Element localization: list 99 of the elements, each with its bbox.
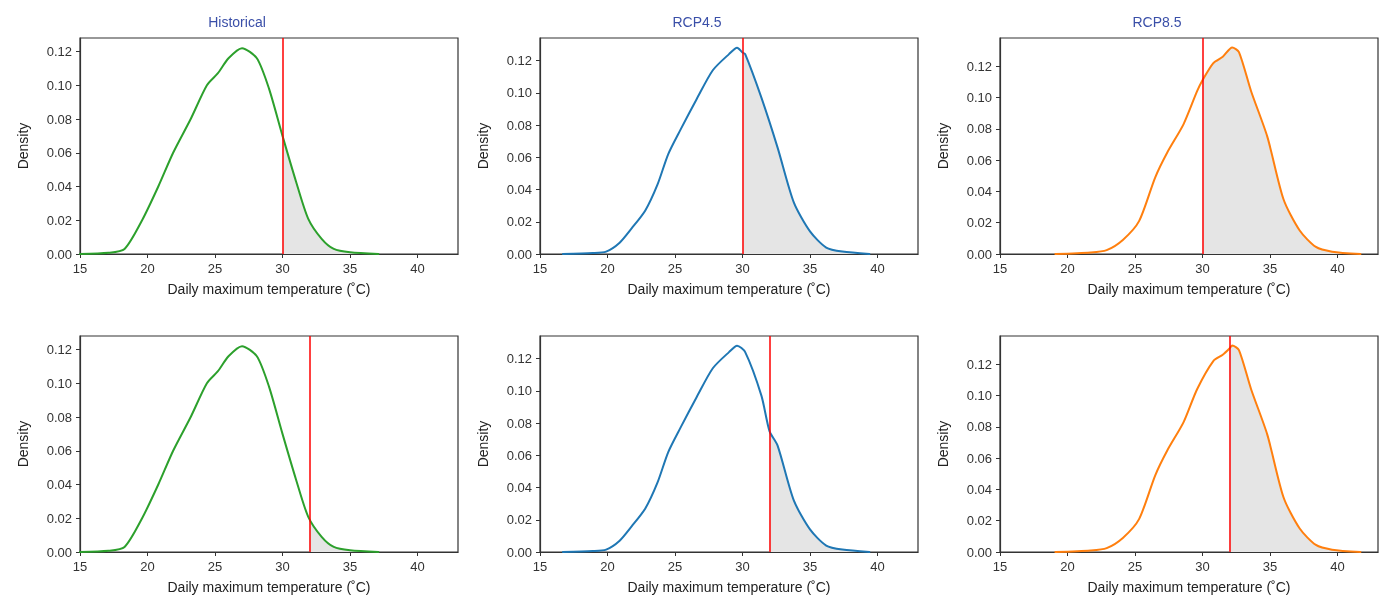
x-axis-title: Daily maximum temperature (˚C)	[1087, 281, 1291, 297]
line-series	[1054, 344, 1362, 553]
y-tick-label: 0.06	[506, 447, 532, 463]
x-tick-label: 35	[802, 261, 818, 276]
x-tick-label: 35	[342, 559, 358, 574]
y-axis-title: Density	[475, 122, 491, 170]
x-tick-label: 25	[1127, 261, 1143, 276]
line-series	[1054, 46, 1362, 255]
y-tick-label: 0.04	[46, 179, 72, 194]
y-tick-label: 0.10	[46, 375, 72, 391]
y-tick-label: 0.06	[46, 145, 72, 161]
x-axis-title: Daily maximum temperature (˚C)	[627, 281, 831, 297]
x-tick-label: 30	[275, 261, 290, 276]
x-tick-label: 15	[72, 261, 88, 276]
y-tick-label: 0.12	[966, 58, 992, 74]
y-tick-label: 0.04	[506, 182, 532, 198]
line-series	[79, 345, 380, 553]
chart-title: RCP8.5	[1132, 14, 1182, 30]
y-tick-label: 0.02	[46, 510, 72, 526]
line-series	[79, 47, 380, 255]
y-tick-label: 0.12	[46, 44, 72, 59]
x-tick-label: 25	[207, 261, 223, 276]
x-axis-title: Daily maximum temperature (˚C)	[167, 281, 371, 297]
x-tick-label: 20	[600, 559, 615, 574]
y-tick-label: 0.00	[966, 544, 992, 560]
x-tick-label: 25	[207, 559, 223, 574]
y-tick-label: 0.06	[966, 450, 992, 466]
y-tick-label: 0.08	[506, 415, 532, 431]
line-series	[561, 344, 871, 553]
y-axis-title: Density	[475, 420, 491, 468]
y-tick-label: 0.12	[966, 356, 992, 372]
x-tick-label: 35	[1262, 559, 1278, 574]
y-tick-label: 0.12	[506, 53, 532, 69]
y-axis-title: Density	[15, 420, 31, 468]
x-tick-label: 15	[992, 261, 1008, 276]
y-tick-label: 0.04	[506, 480, 532, 496]
x-tick-label: 40	[870, 559, 885, 574]
x-axis-title: Daily maximum temperature (˚C)	[167, 579, 371, 595]
x-tick-label: 25	[1127, 559, 1143, 574]
y-tick-label: 0.00	[506, 246, 532, 262]
x-tick-label: 35	[1262, 261, 1278, 276]
y-tick-label: 0.00	[506, 544, 532, 560]
x-tick-label: 25	[667, 559, 683, 574]
y-tick-label: 0.12	[506, 351, 532, 367]
x-axis-title: Daily maximum temperature (˚C)	[627, 579, 831, 595]
x-tick-label: 20	[140, 261, 155, 276]
y-tick-label: 0.10	[966, 387, 992, 403]
y-tick-label: 0.06	[966, 152, 992, 168]
line-series	[561, 46, 871, 255]
y-tick-label: 0.00	[966, 246, 992, 262]
x-tick-label: 30	[735, 559, 750, 574]
y-tick-label: 0.10	[506, 383, 532, 399]
x-axis-title: Daily maximum temperature (˚C)	[1087, 579, 1291, 595]
y-tick-label: 0.02	[966, 215, 992, 231]
x-tick-label: 30	[1195, 559, 1210, 574]
chart-title: Historical	[208, 14, 266, 30]
y-tick-label: 0.08	[966, 419, 992, 435]
y-tick-label: 0.04	[46, 477, 72, 492]
x-tick-label: 30	[1195, 261, 1210, 276]
x-tick-label: 15	[992, 559, 1008, 574]
y-tick-label: 0.06	[46, 443, 72, 459]
chart-title: RCP4.5	[672, 14, 722, 30]
x-tick-label: 30	[735, 261, 750, 276]
x-tick-label: 20	[140, 559, 155, 574]
y-tick-label: 0.02	[506, 214, 532, 230]
y-tick-label: 0.08	[46, 111, 72, 127]
y-tick-label: 0.00	[46, 246, 72, 262]
x-tick-label: 40	[410, 261, 425, 276]
x-tick-label: 40	[1330, 261, 1345, 276]
y-tick-label: 0.10	[46, 77, 72, 93]
y-tick-label: 0.00	[46, 544, 72, 560]
x-tick-label: 40	[1330, 559, 1345, 574]
y-tick-label: 0.06	[506, 149, 532, 165]
x-tick-label: 20	[1060, 261, 1075, 276]
y-axis-title: Density	[935, 420, 951, 468]
y-tick-label: 0.10	[506, 85, 532, 101]
x-tick-label: 25	[667, 261, 683, 276]
x-tick-label: 15	[532, 261, 548, 276]
x-tick-label: 40	[870, 261, 885, 276]
y-tick-label: 0.08	[506, 117, 532, 133]
x-tick-label: 35	[342, 261, 358, 276]
y-tick-label: 0.08	[46, 409, 72, 425]
y-tick-label: 0.02	[966, 513, 992, 529]
x-tick-label: 30	[275, 559, 290, 574]
x-tick-label: 15	[532, 559, 548, 574]
x-tick-label: 40	[410, 559, 425, 574]
y-tick-label: 0.12	[46, 342, 72, 357]
y-tick-label: 0.04	[966, 481, 992, 497]
y-tick-label: 0.02	[46, 212, 72, 228]
x-tick-label: 20	[1060, 559, 1075, 574]
y-tick-label: 0.10	[966, 89, 992, 105]
y-axis-title: Density	[15, 122, 31, 170]
x-tick-label: 15	[72, 559, 88, 574]
y-tick-label: 0.02	[506, 512, 532, 528]
y-tick-label: 0.08	[966, 121, 992, 137]
y-axis-title: Density	[935, 122, 951, 170]
y-tick-label: 0.04	[966, 183, 992, 199]
x-tick-label: 20	[600, 261, 615, 276]
x-tick-label: 35	[802, 559, 818, 574]
